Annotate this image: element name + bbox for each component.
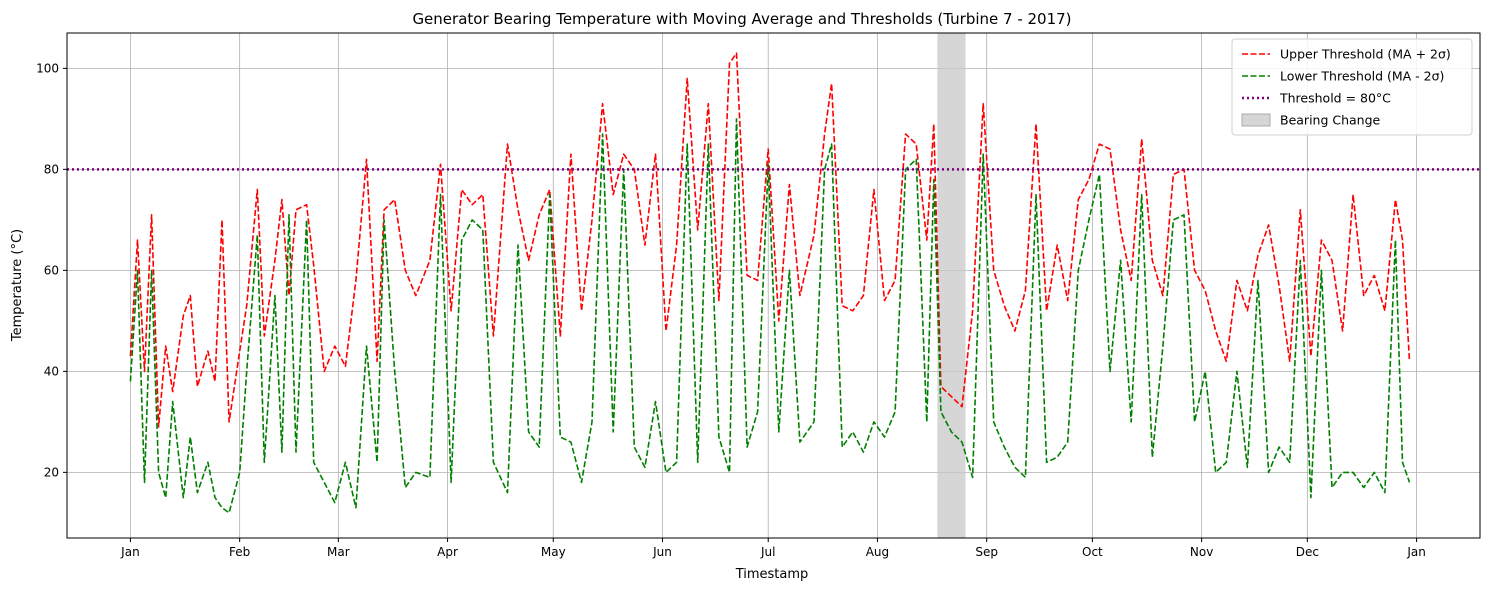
bearing-change-region [937, 33, 966, 538]
x-tick-label: Aug [866, 545, 889, 559]
legend-entry: Upper Threshold (MA + 2σ) [1280, 47, 1451, 62]
legend-entry: Bearing Change [1280, 113, 1381, 128]
legend-box [1231, 38, 1473, 136]
upper-threshold-line [129, 52, 1411, 428]
y-axis-title: Temperature (°C) [10, 229, 25, 342]
x-tick-label: Sep [975, 545, 998, 559]
y-tick-label: 100 [36, 61, 59, 75]
x-tick-label: Nov [1190, 545, 1213, 559]
x-tick-label: Oct [1082, 545, 1103, 559]
x-tick-label: Jan [120, 545, 140, 559]
chart-title: Generator Bearing Temperature with Movin… [412, 10, 1071, 28]
x-tick-label: Jun [652, 545, 672, 559]
x-tick-label: Dec [1296, 545, 1319, 559]
x-tick-label: May [541, 545, 566, 559]
x-tick-label: Apr [437, 545, 458, 559]
x-tick-label: Mar [327, 545, 350, 559]
legend-swatch [1241, 113, 1271, 127]
x-tick-label: Feb [229, 545, 250, 559]
x-tick-label: Jan [1406, 545, 1426, 559]
tick-labels: Jan Feb Mar Apr May Jun Jul Aug Sep Oct Nov Dec Jan 2… [36, 61, 1426, 559]
series-layer [67, 52, 1480, 514]
legend-entry: Threshold = 80°C [1279, 91, 1391, 106]
y-tick-label: 60 [44, 263, 59, 277]
x-axis-title: Timestamp [735, 567, 809, 582]
y-tick-label: 40 [44, 364, 59, 378]
lower-threshold-line [129, 118, 1411, 514]
legend: Upper Threshold (MA + 2σ) Lower Threshold… [1231, 38, 1473, 136]
y-tick-label: 20 [44, 465, 59, 479]
shaded-regions [937, 33, 966, 538]
x-tick-label: Jul [760, 545, 775, 559]
legend-entry: Lower Threshold (MA - 2σ) [1280, 69, 1444, 84]
y-tick-label: 80 [44, 162, 59, 176]
plot-frame [66, 32, 1481, 539]
